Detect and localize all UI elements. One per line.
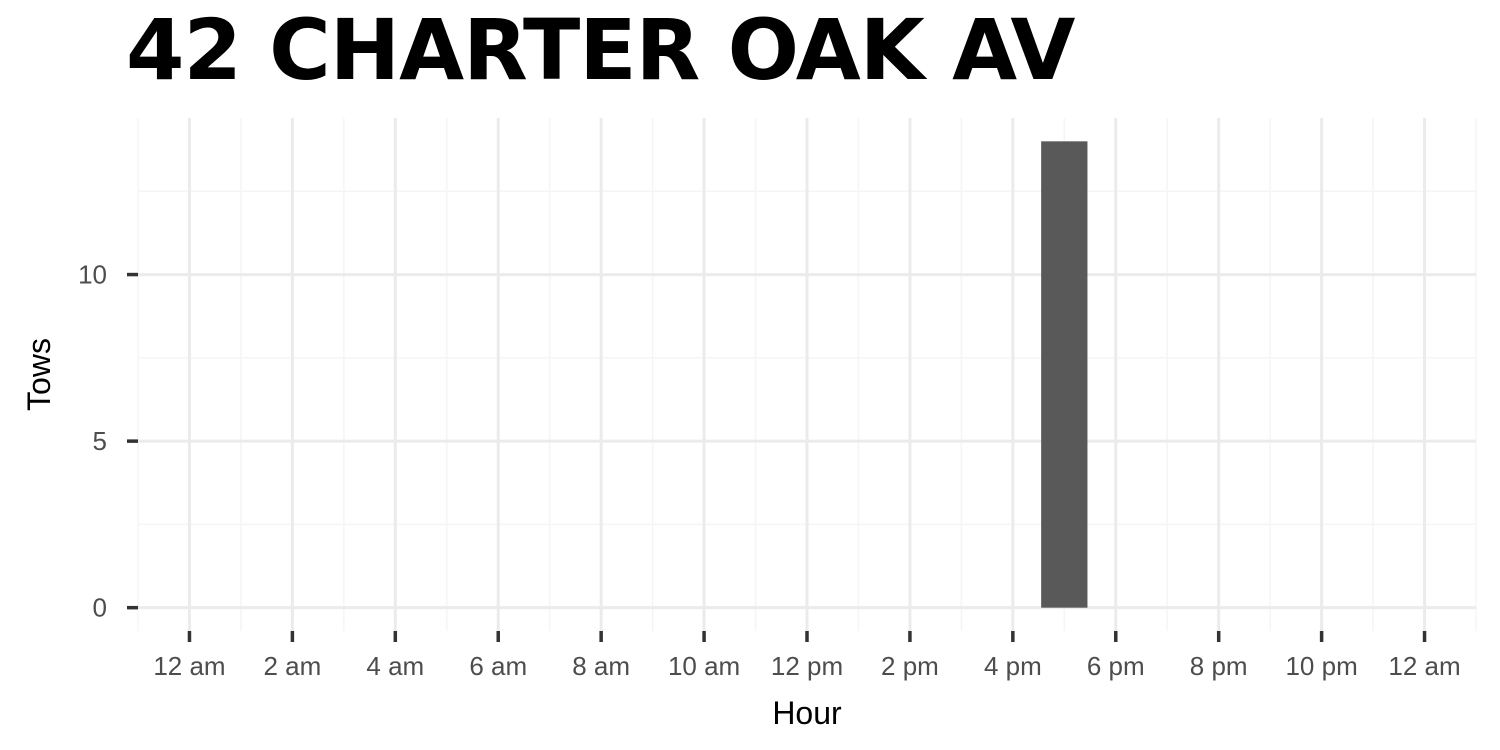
y-axis-title: Tows: [21, 338, 57, 411]
x-tick-label: 6 am: [469, 651, 527, 681]
tick-layer: 12 am 2 am 4 am 6 am 8 am 10 am 12 pm 2 pm 4 pm 6…: [78, 260, 1461, 681]
x-tick-label: 8 pm: [1190, 651, 1248, 681]
y-tick-label: 0: [93, 593, 107, 623]
bar-layer: [1041, 141, 1088, 608]
chart-title: 42 CHARTER OAK AV: [126, 1, 1075, 99]
x-axis-title: Hour: [772, 695, 842, 731]
x-tick-label: 12 pm: [771, 651, 843, 681]
y-tick-label: 10: [78, 260, 107, 290]
x-tick-label: 8 am: [572, 651, 630, 681]
x-tick-label: 4 am: [366, 651, 424, 681]
grid-layer: [137, 118, 1477, 631]
x-tick-label: 2 pm: [881, 651, 939, 681]
x-tick-label: 4 pm: [984, 651, 1042, 681]
x-tick-label: 12 am: [1388, 651, 1460, 681]
x-tick-label: 12 am: [153, 651, 225, 681]
bar: [1041, 141, 1088, 608]
x-tick-label: 10 am: [668, 651, 740, 681]
y-tick-label: 5: [93, 426, 107, 456]
x-tick-label: 6 pm: [1087, 651, 1145, 681]
x-tick-label: 2 am: [263, 651, 321, 681]
x-tick-label: 10 pm: [1285, 651, 1357, 681]
